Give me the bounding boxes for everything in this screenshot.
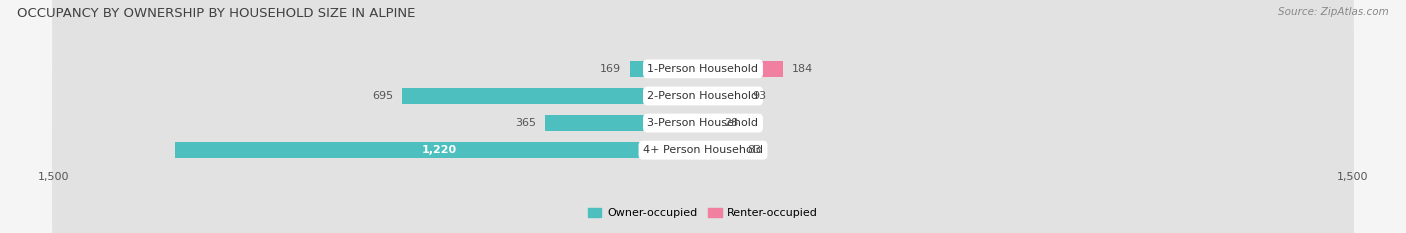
Text: 169: 169 (600, 64, 621, 74)
Text: 695: 695 (373, 91, 394, 101)
Text: 28: 28 (724, 118, 738, 128)
Bar (402, 88, 703, 104)
Bar (703, 61, 783, 77)
FancyBboxPatch shape (52, 0, 1354, 233)
FancyBboxPatch shape (52, 0, 1354, 233)
Legend: Owner-occupied, Renter-occupied: Owner-occupied, Renter-occupied (583, 203, 823, 223)
Text: 1-Person Household: 1-Person Household (648, 64, 758, 74)
Bar (703, 142, 740, 158)
Bar (703, 115, 716, 131)
FancyBboxPatch shape (52, 0, 1354, 233)
Text: 93: 93 (752, 91, 766, 101)
Bar (630, 61, 703, 77)
Text: 4+ Person Household: 4+ Person Household (643, 145, 763, 155)
Text: 1,220: 1,220 (422, 145, 457, 155)
Bar (174, 142, 703, 158)
Bar (546, 115, 703, 131)
Text: 83: 83 (748, 145, 762, 155)
Bar (703, 88, 744, 104)
Text: OCCUPANCY BY OWNERSHIP BY HOUSEHOLD SIZE IN ALPINE: OCCUPANCY BY OWNERSHIP BY HOUSEHOLD SIZE… (17, 7, 415, 20)
Text: Source: ZipAtlas.com: Source: ZipAtlas.com (1278, 7, 1389, 17)
FancyBboxPatch shape (52, 0, 1354, 233)
Text: 3-Person Household: 3-Person Household (648, 118, 758, 128)
Text: 184: 184 (792, 64, 813, 74)
Text: 365: 365 (515, 118, 536, 128)
Text: 2-Person Household: 2-Person Household (647, 91, 759, 101)
